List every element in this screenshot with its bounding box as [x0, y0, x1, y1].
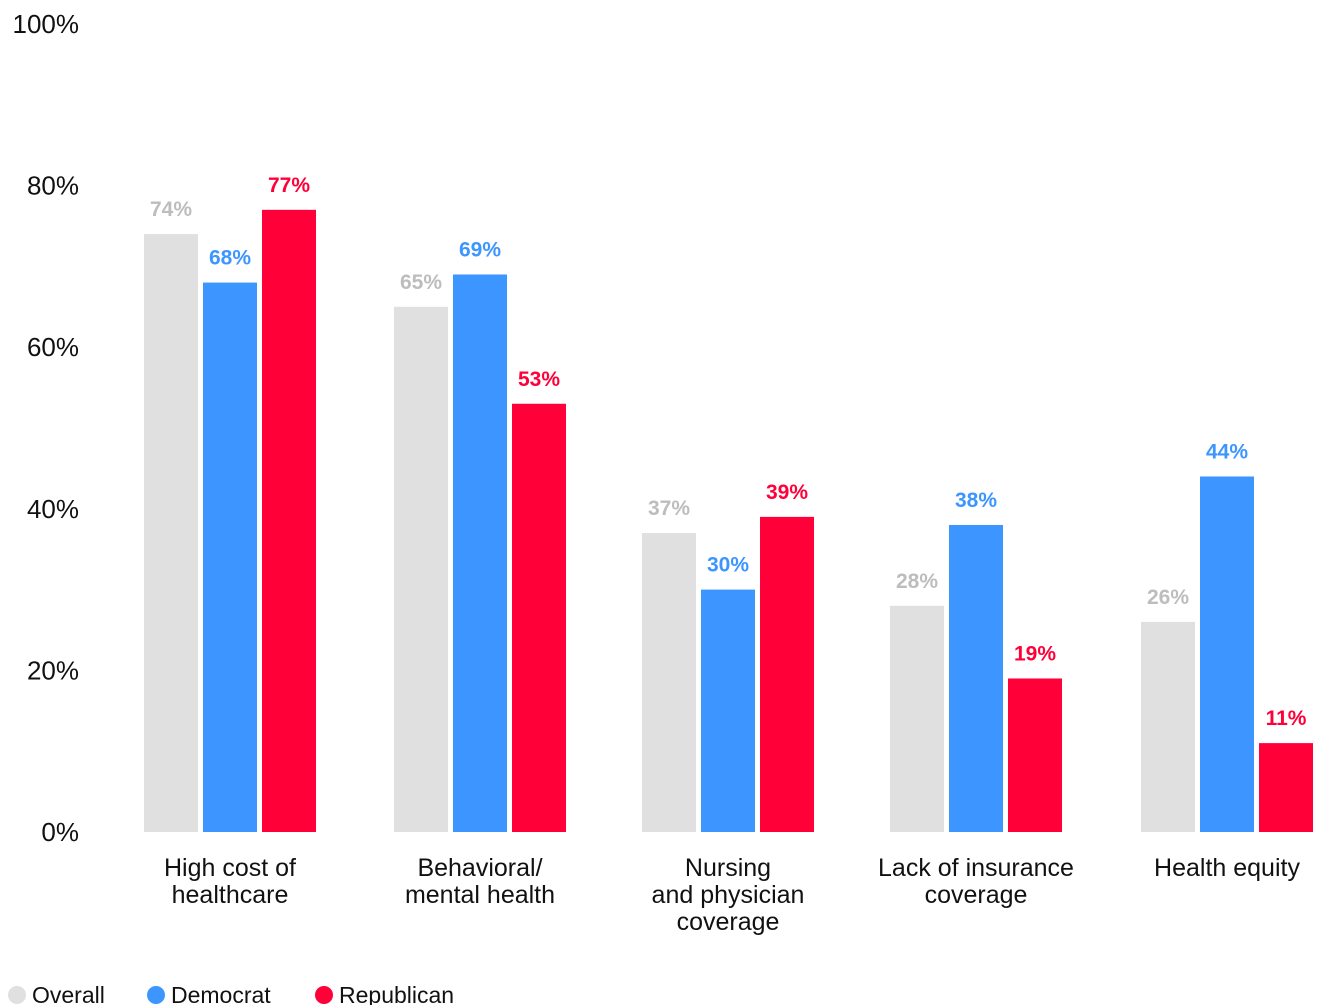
y-tick-label: 40% [27, 494, 79, 524]
value-label-republican: 19% [1014, 642, 1056, 665]
value-label-overall: 37% [648, 497, 690, 520]
value-label-democrat: 30% [707, 554, 749, 577]
legend-label: Democrat [171, 982, 271, 1005]
legend: Overall Democrat Republican [8, 982, 454, 1005]
value-label-overall: 65% [400, 271, 442, 294]
bar-overall [1141, 621, 1195, 832]
y-axis: 0% 20% 40% 60% 80% 100% [13, 9, 80, 847]
value-label-republican: 11% [1266, 707, 1307, 730]
legend-swatch [315, 986, 333, 1004]
legend-item-overall: Overall [8, 982, 105, 1005]
legend-swatch [147, 986, 165, 1004]
bar-democrat [203, 282, 257, 832]
bars [144, 209, 1313, 833]
value-label-democrat: 38% [955, 489, 997, 512]
value-label-democrat: 68% [209, 247, 251, 270]
legend-swatch [8, 986, 26, 1004]
value-label-democrat: 44% [1206, 440, 1248, 463]
category-label: Health equity [1154, 854, 1300, 882]
y-tick-label: 100% [13, 9, 80, 39]
legend-label: Overall [32, 982, 105, 1005]
bar-democrat [949, 524, 1003, 832]
y-tick-label: 80% [27, 171, 79, 201]
bar-overall [394, 306, 448, 832]
value-label-democrat: 69% [459, 238, 501, 261]
bar-republican [1259, 743, 1313, 832]
bar-republican [760, 516, 814, 832]
bar-overall [890, 605, 944, 832]
value-labels: 74% 65% 37% 28% 26% 68% 69% 30% 38% 44% 77% 53% 39% 1… [150, 174, 1307, 730]
bar-republican [1008, 678, 1062, 832]
value-label-overall: 26% [1147, 586, 1189, 609]
y-tick-label: 0% [41, 817, 79, 847]
category-label: High cost of healthcare [164, 854, 296, 909]
value-label-overall: 28% [896, 570, 938, 593]
category-label: Behavioral/mental health [405, 854, 555, 909]
legend-item-republican: Republican [315, 982, 454, 1005]
bar-democrat [1200, 476, 1254, 832]
value-label-republican: 77% [268, 174, 310, 197]
value-label-overall: 74% [150, 198, 192, 221]
category-label: Lack of insurance coverage [878, 854, 1074, 909]
y-tick-label: 20% [27, 655, 79, 685]
legend-label: Republican [339, 982, 454, 1005]
bar-overall [642, 533, 696, 832]
legend-item-democrat: Democrat [147, 982, 271, 1005]
x-axis-labels: High cost of healthcare Behavioral/mental … [164, 854, 1300, 936]
bar-overall [144, 234, 198, 832]
bar-democrat [453, 274, 507, 833]
value-label-republican: 53% [518, 368, 560, 391]
y-tick-label: 60% [27, 332, 79, 362]
value-label-republican: 39% [766, 481, 808, 504]
bar-republican [512, 403, 566, 832]
bar-democrat [701, 589, 755, 832]
bar-republican [262, 209, 316, 833]
category-label: Nursing and physician coverage [652, 854, 805, 936]
